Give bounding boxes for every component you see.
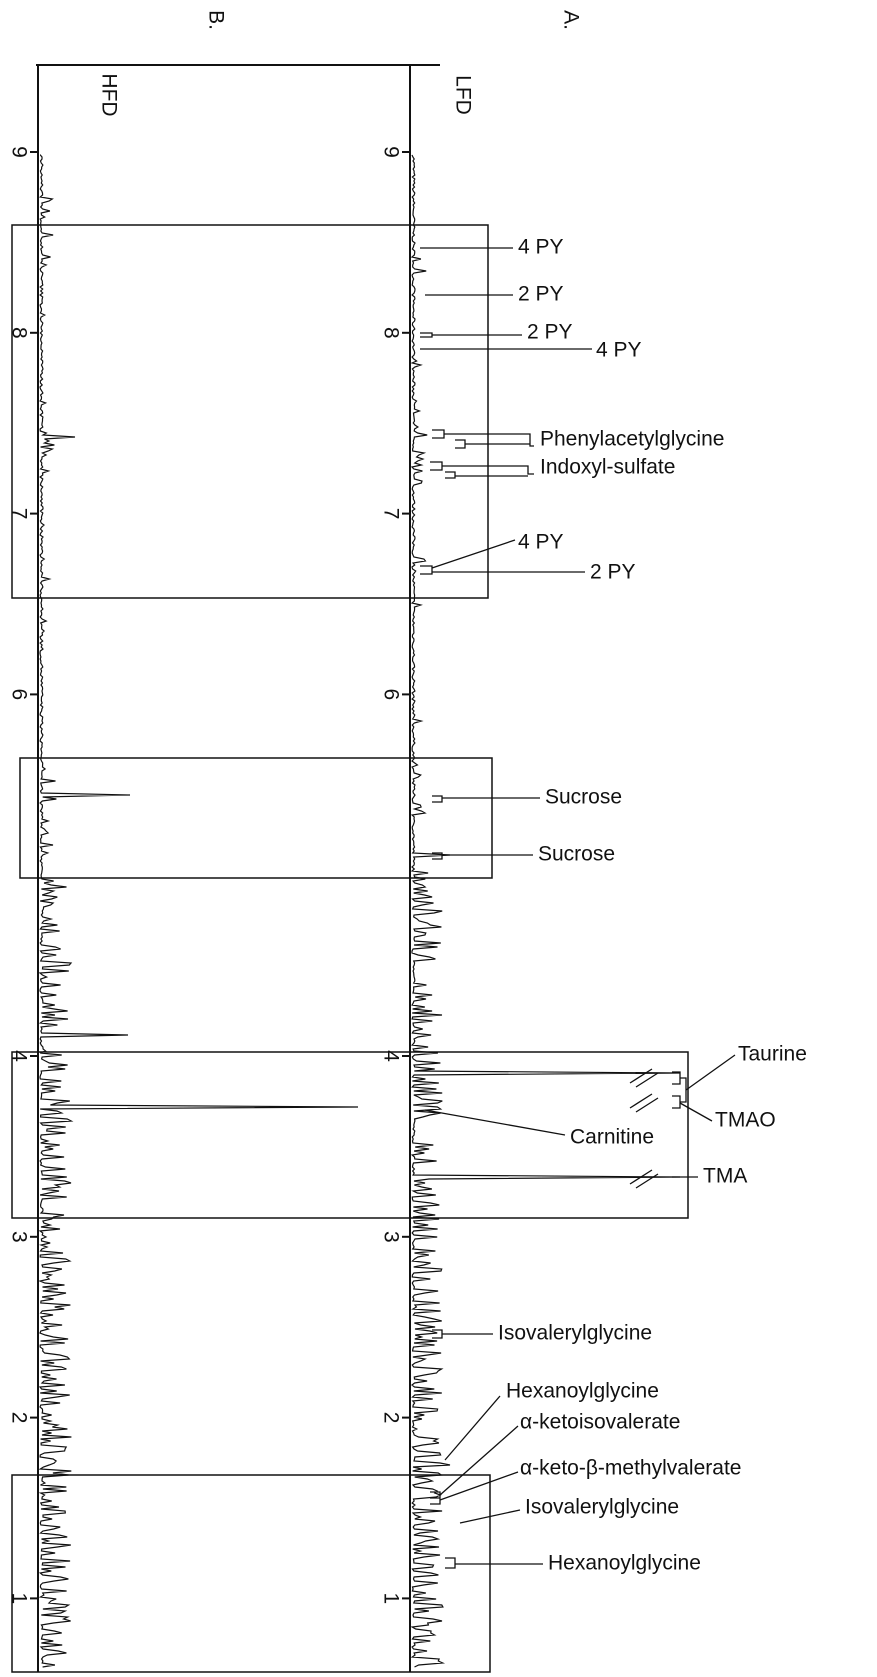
peak-label: Hexanoylglycine xyxy=(506,1380,659,1403)
peak-label: 4 PY xyxy=(596,339,642,362)
peak-label: Isovalerylglycine xyxy=(525,1496,679,1519)
peak-label: 2 PY xyxy=(527,321,573,344)
peak-label: 4 PY xyxy=(518,236,564,259)
region-box xyxy=(11,1474,491,1673)
tick-label: 6 xyxy=(7,689,30,701)
region-box xyxy=(11,224,489,599)
tick-label: 4 xyxy=(7,1050,30,1062)
tick-label: 3 xyxy=(7,1231,30,1243)
group-label: HFD xyxy=(97,73,120,116)
peak-label: Carnitine xyxy=(570,1126,654,1149)
tick-label: 9 xyxy=(379,146,402,158)
peak-label: Indoxyl-sulfate xyxy=(540,456,675,479)
tick-label: 2 xyxy=(7,1412,30,1424)
peak-label: 4 PY xyxy=(518,531,564,554)
peak-label: 2 PY xyxy=(518,283,564,306)
peak-label: TMA xyxy=(703,1165,747,1188)
peak-label: 2 PY xyxy=(590,561,636,584)
tick-label: 4 xyxy=(379,1050,402,1062)
panel-label: B. xyxy=(204,10,227,30)
tick-label: 7 xyxy=(7,508,30,520)
peak-label: Isovalerylglycine xyxy=(498,1322,652,1345)
leader-lines xyxy=(420,247,736,1569)
region-box xyxy=(19,757,493,879)
tick-label: 1 xyxy=(7,1593,30,1605)
group-label: LFD xyxy=(451,75,474,115)
tick-label: 3 xyxy=(379,1231,402,1243)
peak-label: α-ketoisovalerate xyxy=(520,1411,680,1434)
peak-label: α-keto-β-methylvalerate xyxy=(520,1457,741,1480)
tick-label: 6 xyxy=(379,689,402,701)
tick-label: 1 xyxy=(379,1593,402,1605)
panel-label: A. xyxy=(559,10,582,30)
peak-label: Taurine xyxy=(738,1043,807,1066)
break-marks xyxy=(629,1068,687,1189)
region-box xyxy=(11,1051,689,1219)
peak-label: Sucrose xyxy=(538,843,615,866)
tick-label: 9 xyxy=(7,146,30,158)
tick-label: 7 xyxy=(379,508,402,520)
peak-label: Hexanoylglycine xyxy=(548,1552,701,1575)
peak-label: TMAO xyxy=(715,1109,776,1132)
peak-label: Phenylacetylglycine xyxy=(540,428,724,451)
spectrum-trace xyxy=(410,154,681,1668)
tick-label: 8 xyxy=(7,327,30,339)
tick-label: 2 xyxy=(379,1412,402,1424)
peak-label: Sucrose xyxy=(545,786,622,809)
spectrum-trace xyxy=(38,154,359,1668)
tick-label: 8 xyxy=(379,327,402,339)
